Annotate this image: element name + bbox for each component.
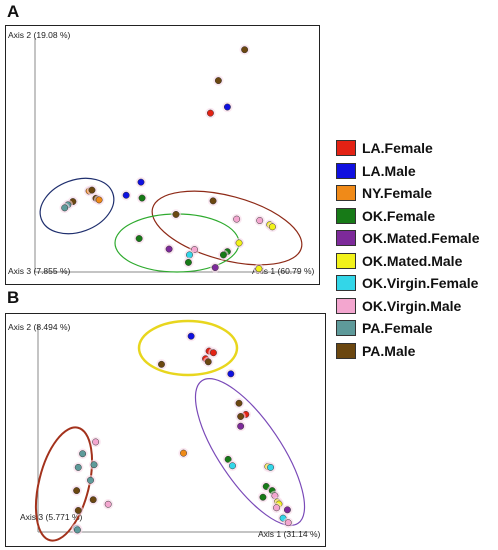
legend-swatch	[336, 162, 356, 179]
legend-item-ok-female: OK.Female	[336, 205, 479, 228]
legend-item-ny-female: NY.Female	[336, 182, 479, 205]
legend-label: LA.Female	[362, 140, 433, 157]
data-point	[74, 463, 82, 471]
data-point	[138, 194, 146, 202]
legend-item-ok-virgin-female: OK.Virgin.Female	[336, 272, 479, 295]
legend-item-ok-mated-male: OK.Mated.Male	[336, 250, 479, 273]
data-point	[92, 438, 100, 446]
legend-swatch	[336, 297, 356, 314]
data-point	[89, 496, 97, 504]
data-point	[184, 258, 192, 266]
data-point	[273, 504, 280, 512]
data-point	[73, 487, 81, 495]
panel-a-ellipse-ok-female	[114, 213, 240, 273]
data-point	[283, 506, 291, 514]
data-point	[211, 264, 219, 272]
data-point	[95, 196, 103, 204]
panel-b-points	[71, 330, 294, 536]
data-point	[79, 450, 87, 458]
data-point	[74, 507, 82, 514]
legend-swatch	[336, 252, 356, 269]
panel-b-ellipse-ok	[194, 378, 306, 526]
data-point	[87, 476, 94, 484]
panel-b-ellipse-la	[137, 319, 239, 377]
data-point	[209, 349, 217, 357]
data-point	[137, 178, 145, 186]
data-point	[268, 223, 276, 231]
legend-label: OK.Female	[362, 207, 436, 224]
data-point	[135, 235, 143, 242]
legend-swatch	[336, 230, 356, 247]
data-point	[165, 245, 173, 253]
data-point	[187, 332, 195, 340]
legend-label: PA.Female	[362, 320, 433, 337]
legend-swatch	[336, 207, 356, 224]
data-point	[229, 462, 236, 470]
legend-label: NY.Female	[362, 185, 433, 202]
data-point	[180, 449, 187, 457]
legend-item-pa-male: PA.Male	[336, 340, 479, 363]
data-point	[61, 204, 69, 212]
panel-a-axis2-label: Axis 2 (19.08 %)	[8, 30, 71, 40]
data-point	[259, 493, 267, 501]
data-point	[122, 191, 130, 199]
data-point	[237, 422, 245, 430]
legend-label: PA.Male	[362, 342, 416, 359]
data-point	[73, 526, 81, 534]
legend-label: LA.Male	[362, 162, 416, 179]
panel-a-points	[59, 44, 278, 274]
panel-b-letter: B	[7, 288, 20, 307]
data-point	[235, 239, 243, 247]
legend-item-ok-mated-female: OK.Mated.Female	[336, 227, 479, 250]
data-point	[224, 455, 232, 463]
panel-a-axis1-label: Axis 1 (60.79 %)	[252, 266, 315, 276]
legend: LA.Female LA.Male NY.Female OK.Female OK…	[336, 137, 479, 362]
legend-label: OK.Mated.Male	[362, 252, 463, 269]
legend-swatch	[336, 140, 356, 157]
data-point	[284, 519, 292, 527]
data-point	[209, 197, 217, 205]
legend-swatch	[336, 320, 356, 337]
legend-item-ok-virgin-male: OK.Virgin.Male	[336, 295, 479, 318]
data-point	[233, 215, 241, 223]
panel-b-ellipse-pa	[34, 426, 94, 542]
data-point	[267, 463, 275, 471]
data-point	[256, 217, 264, 224]
legend-item-pa-female: PA.Female	[336, 317, 479, 340]
panel-a-axis3-label: Axis 3 (7.855 %)	[8, 266, 71, 276]
data-point	[235, 399, 243, 407]
legend-label: OK.Virgin.Female	[362, 275, 479, 292]
data-point	[227, 370, 235, 378]
legend-item-la-male: LA.Male	[336, 160, 479, 183]
data-point	[255, 265, 263, 273]
panel-a-letter: A	[7, 2, 20, 21]
data-point	[206, 109, 214, 117]
legend-item-la-female: LA.Female	[336, 137, 479, 160]
data-point	[214, 77, 222, 85]
data-point	[186, 251, 193, 259]
data-point	[219, 251, 227, 259]
legend-swatch	[336, 185, 356, 202]
data-point	[158, 360, 165, 368]
data-point	[104, 500, 112, 508]
panel-a-ellipse-pa	[39, 177, 115, 235]
panel-a-ellipse-ok-male	[151, 190, 303, 266]
data-point	[223, 103, 231, 111]
data-point	[237, 413, 245, 420]
panel-b-axis3-label: Axis 3 (5.771 %)	[20, 512, 83, 522]
panel-b-axis2-label: Axis 2 (8.494 %)	[8, 322, 71, 332]
data-point	[204, 358, 212, 366]
data-point	[88, 186, 96, 194]
data-point	[90, 461, 98, 469]
panel-a-frame	[5, 25, 320, 285]
legend-swatch	[336, 275, 356, 292]
legend-swatch	[336, 342, 356, 359]
data-point	[241, 46, 249, 54]
panel-b-axis1-label: Axis 1 (31.14 %)	[258, 529, 321, 539]
legend-label: OK.Mated.Female	[362, 230, 480, 247]
legend-label: OK.Virgin.Male	[362, 297, 462, 314]
data-point	[172, 210, 180, 218]
